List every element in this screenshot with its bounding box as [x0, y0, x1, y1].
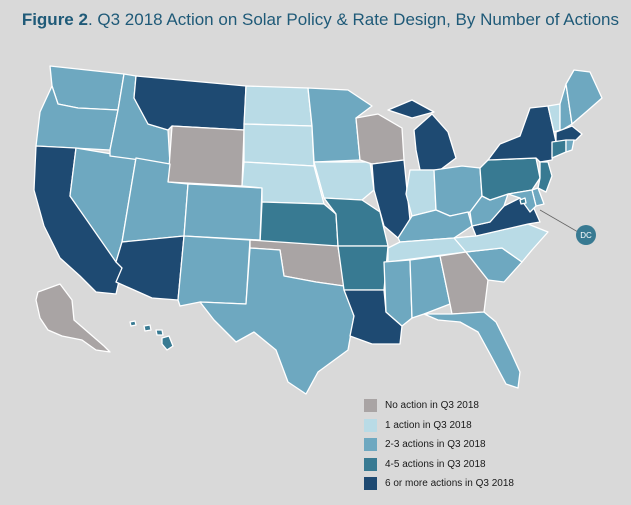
state-md[interactable]	[507, 189, 537, 213]
legend-swatch	[364, 438, 377, 452]
state-dc[interactable]	[519, 197, 527, 205]
legend-label: 1 action in Q3 2018	[385, 419, 472, 431]
state-ar[interactable]	[337, 245, 389, 291]
legend-label: 6 or more actions in Q3 2018	[385, 478, 514, 490]
state-az[interactable]	[115, 235, 185, 301]
state-ia[interactable]	[313, 161, 375, 201]
legend-item-six-plus: 6 or more actions in Q3 2018	[364, 474, 514, 494]
state-hi[interactable]	[129, 320, 174, 351]
state-nd[interactable]	[243, 85, 313, 127]
figure-title: Figure 2. Q3 2018 Action on Solar Policy…	[0, 10, 619, 30]
state-ak[interactable]	[35, 283, 111, 353]
state-ma[interactable]	[555, 125, 583, 143]
state-nm[interactable]	[177, 235, 251, 307]
state-wy[interactable]	[167, 125, 245, 187]
state-ks[interactable]	[259, 201, 339, 247]
legend-item-one: 1 action in Q3 2018	[364, 416, 514, 436]
state-nj[interactable]	[537, 161, 553, 193]
legend-label: 4-5 actions in Q3 2018	[385, 458, 486, 470]
state-wa[interactable]	[49, 65, 125, 111]
state-co[interactable]	[183, 183, 263, 241]
state-ms[interactable]	[383, 259, 413, 327]
dc-callout-line	[539, 209, 579, 233]
state-tx[interactable]	[199, 247, 355, 395]
state-mt[interactable]	[133, 75, 247, 131]
figure-caption: . Q3 2018 Action on Solar Policy & Rate …	[87, 10, 619, 29]
state-la[interactable]	[343, 289, 403, 345]
state-wi[interactable]	[355, 113, 405, 165]
state-sd[interactable]	[243, 123, 315, 167]
state-ny[interactable]	[487, 105, 557, 163]
legend-item-four-five: 4-5 actions in Q3 2018	[364, 455, 514, 475]
dc-callout-badge[interactable]	[576, 225, 596, 245]
legend-swatch	[364, 418, 377, 432]
state-nh[interactable]	[559, 83, 573, 131]
state-ct[interactable]	[551, 139, 567, 159]
legend-item-two-three: 2-3 actions in Q3 2018	[364, 435, 514, 455]
state-mi[interactable]	[387, 99, 457, 171]
legend-swatch	[364, 399, 377, 413]
legend: No action in Q3 2018 1 action in Q3 2018 2…	[364, 396, 514, 494]
state-fl[interactable]	[423, 311, 521, 389]
legend-label: No action in Q3 2018	[385, 400, 479, 412]
state-me[interactable]	[565, 69, 603, 125]
legend-swatch	[364, 457, 377, 471]
legend-label: 2-3 actions in Q3 2018	[385, 439, 486, 451]
state-in[interactable]	[405, 169, 437, 217]
figure-number: Figure 2	[21, 10, 88, 29]
state-ri[interactable]	[565, 139, 575, 153]
dc-label: DC	[580, 231, 592, 240]
state-al[interactable]	[409, 255, 451, 319]
legend-item-none: No action in Q3 2018	[364, 396, 514, 416]
legend-swatch	[364, 477, 377, 491]
